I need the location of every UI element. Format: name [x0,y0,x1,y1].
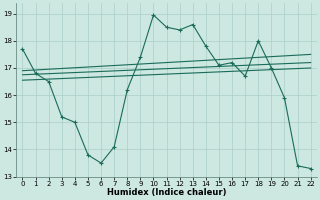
X-axis label: Humidex (Indice chaleur): Humidex (Indice chaleur) [107,188,226,197]
